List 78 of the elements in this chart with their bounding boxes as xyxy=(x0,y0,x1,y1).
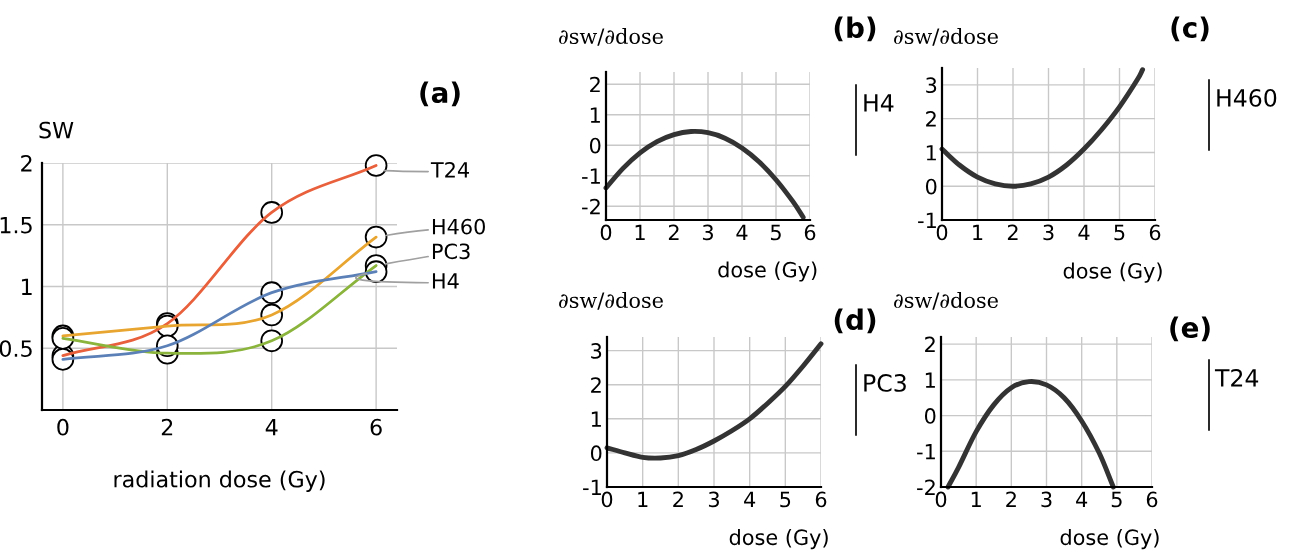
line-series xyxy=(604,341,824,461)
y-tick-label: 1 xyxy=(21,278,32,295)
line-series xyxy=(603,128,806,220)
x-tick-label: 1 xyxy=(638,491,648,507)
x-tick-label: 3 xyxy=(702,224,713,241)
y-tick-label: 0 xyxy=(925,178,937,195)
x-tick-label: 3 xyxy=(1041,491,1052,508)
y-axis-title: ∂sw/∂dose xyxy=(894,291,998,310)
x-tick-label: 2 xyxy=(668,224,679,240)
text: (a) xyxy=(420,81,460,107)
y-tick-label: 2 xyxy=(21,154,32,172)
x-tick-label: 5 xyxy=(1114,224,1125,241)
x-axis-title: dose (Gy) xyxy=(729,529,828,550)
y-tick-label: 1 xyxy=(590,107,600,123)
x-axis-title: radiation dose (Gy) xyxy=(114,470,325,492)
text: PC3 xyxy=(864,373,906,392)
x-tick-label: 0 xyxy=(57,418,69,436)
text: (c) xyxy=(1171,16,1209,42)
y-tick-label: -1 xyxy=(918,212,936,228)
x-axis-title: dose (Gy) xyxy=(718,261,817,282)
y-tick-label: 2 xyxy=(591,377,601,393)
x-tick-label: 4 xyxy=(265,419,278,436)
x-tick-label: 2 xyxy=(161,418,173,436)
x-tick-label: 4 xyxy=(736,224,748,240)
y-tick-label: -1 xyxy=(583,479,601,495)
y-tick-label: 3 xyxy=(926,77,937,94)
y-tick-label: 1.5 xyxy=(0,216,32,234)
y-axis-title: ∂sw/∂dose xyxy=(559,27,663,46)
y-tick-label: 2 xyxy=(925,336,935,353)
x-tick-label: 3 xyxy=(708,491,719,508)
x-tick-label: 1 xyxy=(635,224,645,240)
text: T24 xyxy=(1214,368,1259,387)
x-tick-label: 6 xyxy=(804,224,816,241)
y-axis-title: SW xyxy=(39,121,74,139)
x-tick-label: 5 xyxy=(780,491,791,508)
y-tick-label: 0.5 xyxy=(0,340,32,358)
x-tick-label: 4 xyxy=(744,491,756,507)
x-tick-label: 4 xyxy=(1078,224,1090,240)
text: (d) xyxy=(834,308,876,334)
text: H4 xyxy=(432,273,459,289)
y-axis-title: ∂sw/∂dose xyxy=(894,27,998,46)
y-tick-label: -1 xyxy=(582,168,600,184)
y-tick-label: 0 xyxy=(590,445,602,462)
x-tick-label: 4 xyxy=(1076,491,1088,507)
x-tick-label: 5 xyxy=(1111,491,1122,508)
x-axis-title: dose (Gy) xyxy=(1063,262,1162,283)
x-tick-label: 6 xyxy=(815,491,827,508)
x-tick-label: 6 xyxy=(1146,491,1158,508)
text: T24 xyxy=(430,161,469,178)
y-tick-label: 2 xyxy=(926,111,936,127)
y-axis-title: ∂sw/∂dose xyxy=(559,291,663,310)
text: PC3 xyxy=(432,243,470,260)
y-tick-label: 1 xyxy=(925,372,935,388)
x-tick-label: 5 xyxy=(770,224,781,241)
x-tick-label: 1 xyxy=(973,224,983,240)
x-tick-label: 6 xyxy=(370,418,382,436)
x-tick-label: 3 xyxy=(1043,224,1054,241)
text: (e) xyxy=(1170,316,1210,342)
y-tick-label: -2 xyxy=(917,479,935,495)
y-tick-label: -1 xyxy=(917,444,935,460)
text: H460 xyxy=(432,218,485,235)
y-tick-label: 2 xyxy=(590,76,600,93)
y-tick-label: 3 xyxy=(591,343,602,359)
x-tick-label: 2 xyxy=(1007,224,1018,240)
y-tick-label: -2 xyxy=(582,198,600,215)
text: H4 xyxy=(864,94,894,112)
y-tick-label: 0 xyxy=(924,408,936,424)
text: H460 xyxy=(1217,88,1277,107)
text: (b) xyxy=(834,16,876,42)
y-tick-label: 0 xyxy=(589,137,601,154)
x-tick-label: 1 xyxy=(971,491,981,507)
line-series xyxy=(945,379,1116,490)
x-tick-label: 2 xyxy=(673,491,683,507)
x-axis-title: dose (Gy) xyxy=(1060,529,1159,550)
line-series xyxy=(939,67,1145,189)
x-tick-label: 6 xyxy=(1149,224,1161,241)
y-tick-label: 1 xyxy=(926,145,936,161)
x-tick-label: 2 xyxy=(1006,491,1016,507)
